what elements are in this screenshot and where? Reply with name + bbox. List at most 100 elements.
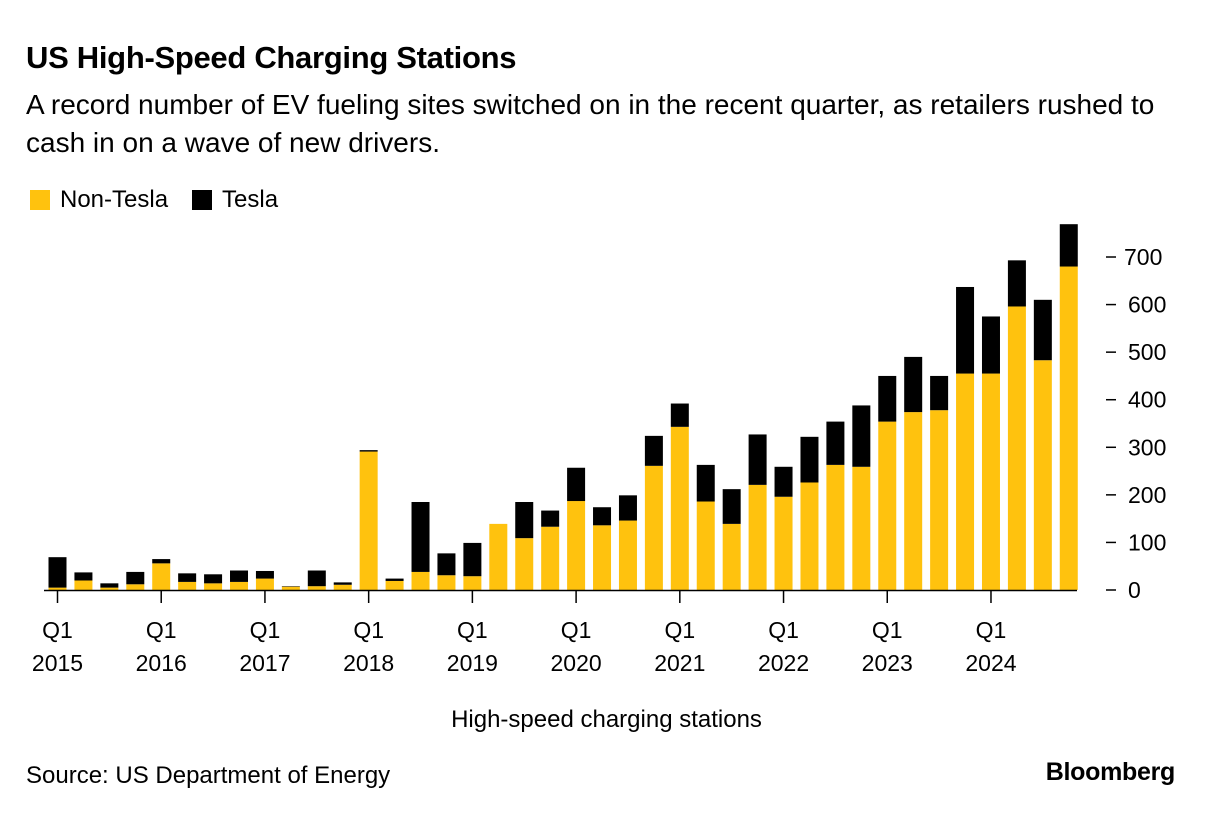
bar-tesla xyxy=(385,578,404,581)
bar-tesla xyxy=(255,570,274,579)
bar-tesla xyxy=(644,435,663,466)
y-tick-label: 300 xyxy=(1128,434,1166,460)
x-tick-label-year: 2020 xyxy=(551,650,602,676)
bar-non-tesla xyxy=(593,525,612,590)
x-axis-label: High-speed charging stations xyxy=(451,706,762,733)
y-tick-label: 700 xyxy=(1124,244,1162,270)
bar-tesla xyxy=(981,316,1000,374)
bar-tesla xyxy=(826,421,845,465)
bar-tesla xyxy=(852,405,871,467)
bar-tesla xyxy=(800,436,819,483)
legend-swatch-tesla xyxy=(192,190,213,210)
bar-tesla xyxy=(774,466,793,497)
bar-tesla xyxy=(956,286,975,374)
x-tick-label-year: 2021 xyxy=(654,650,705,676)
legend-item-non-tesla: Non-Tesla xyxy=(30,186,168,214)
bar-tesla xyxy=(333,582,352,585)
bar-tesla xyxy=(904,356,923,413)
x-tick-label-year: 2023 xyxy=(862,650,913,676)
y-tick-label: 400 xyxy=(1128,387,1166,413)
bar-non-tesla xyxy=(126,584,145,590)
bar-non-tesla xyxy=(307,586,326,590)
bar-non-tesla xyxy=(800,482,819,590)
bar-tesla xyxy=(359,450,378,452)
bar-tesla xyxy=(307,570,326,587)
legend: Non-Tesla Tesla xyxy=(30,186,302,214)
bar-non-tesla xyxy=(567,501,586,590)
bar-tesla xyxy=(1059,224,1078,267)
legend-label-tesla: Tesla xyxy=(222,186,279,213)
bar-non-tesla xyxy=(333,584,352,590)
bar-non-tesla xyxy=(281,586,300,590)
bar-non-tesla xyxy=(748,484,767,590)
legend-item-tesla: Tesla xyxy=(192,186,278,214)
bar-tesla xyxy=(463,542,482,577)
bar-non-tesla xyxy=(100,587,119,590)
bar-non-tesla xyxy=(74,580,93,590)
bar-non-tesla xyxy=(515,538,534,590)
bar-non-tesla xyxy=(1007,306,1026,590)
x-tick-label-year: 2016 xyxy=(136,650,187,676)
bar-non-tesla xyxy=(644,465,663,590)
bar-non-tesla xyxy=(178,581,197,590)
bar-tesla xyxy=(74,572,93,581)
x-tick-label: Q1 xyxy=(561,617,592,643)
bar-non-tesla xyxy=(670,426,689,590)
bar-tesla xyxy=(618,495,637,521)
source-note: Source: US Department of Energy xyxy=(26,762,391,789)
bar-tesla xyxy=(593,507,612,526)
bar-tesla xyxy=(930,375,949,411)
x-tick-label-year: 2022 xyxy=(758,650,809,676)
x-tick-label-year: 2019 xyxy=(447,650,498,676)
chart-plot: Q1 2015 Q1 2016 Q1 2017 Q1 2018 Q1 2019 Q1 2020 Q1 20… xyxy=(32,224,1166,676)
bar-tesla xyxy=(1007,260,1026,307)
bar-non-tesla xyxy=(722,523,741,590)
legend-swatch-non-tesla xyxy=(30,190,50,210)
bar-tesla xyxy=(100,583,119,588)
bar-non-tesla xyxy=(255,578,274,590)
bar-non-tesla xyxy=(541,526,560,590)
bar-non-tesla xyxy=(852,466,871,590)
bar-tesla xyxy=(204,574,223,584)
bar-non-tesla xyxy=(411,571,430,590)
bar-non-tesla xyxy=(48,587,67,590)
x-tick-label: Q1 xyxy=(976,617,1007,643)
x-tick-label: Q1 xyxy=(872,617,903,643)
y-tick-label: 200 xyxy=(1128,482,1166,508)
bar-tesla xyxy=(541,510,560,527)
chart-subtitle: A record number of EV fueling sites swit… xyxy=(26,89,1155,158)
x-tick-label-year: 2024 xyxy=(965,650,1016,676)
x-tick-label: Q1 xyxy=(457,617,488,643)
bar-tesla xyxy=(670,403,689,427)
bar-tesla xyxy=(437,553,456,576)
bar-tesla xyxy=(178,573,197,582)
chart-title: US High-Speed Charging Stations xyxy=(26,40,517,75)
bar-non-tesla xyxy=(230,581,249,590)
x-tick-label: Q1 xyxy=(664,617,695,643)
bar-non-tesla xyxy=(774,496,793,590)
bar-non-tesla xyxy=(385,580,404,590)
y-tick-label: 0 xyxy=(1128,577,1141,603)
bar-non-tesla xyxy=(152,563,171,590)
bar-non-tesla xyxy=(359,451,378,590)
bar-non-tesla xyxy=(204,583,223,590)
bar-tesla xyxy=(515,502,534,539)
y-tick-label: 600 xyxy=(1128,292,1166,318)
bar-non-tesla xyxy=(696,501,715,590)
bar-non-tesla xyxy=(956,373,975,590)
bloomberg-logo: Bloomberg xyxy=(1045,758,1176,786)
y-tick-label: 500 xyxy=(1128,339,1166,365)
bar-tesla xyxy=(567,467,586,502)
bar-non-tesla xyxy=(878,421,897,590)
bar-tesla xyxy=(878,375,897,422)
bar-tesla xyxy=(48,557,67,588)
bar-non-tesla xyxy=(618,520,637,590)
bar-non-tesla xyxy=(1059,266,1078,590)
x-tick-label: Q1 xyxy=(353,617,384,643)
x-tick-label-year: 2018 xyxy=(343,650,394,676)
bar-non-tesla xyxy=(904,412,923,590)
bar-non-tesla xyxy=(930,410,949,590)
bar-tesla xyxy=(696,464,715,502)
x-tick-label-year: 2015 xyxy=(32,650,83,676)
bar-non-tesla xyxy=(1033,360,1052,590)
